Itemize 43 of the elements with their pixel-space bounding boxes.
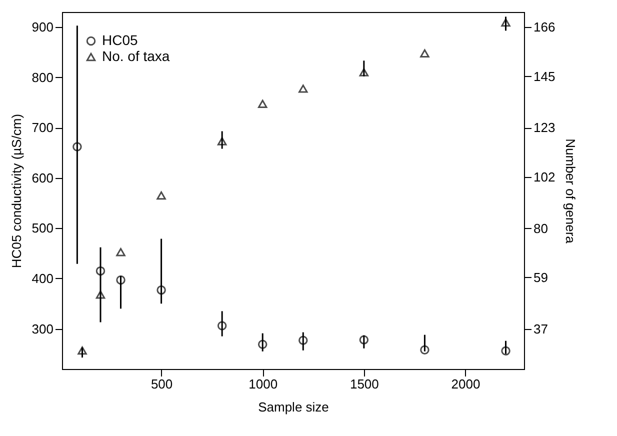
point [258, 340, 268, 349]
x-tick-label: 1500 [350, 376, 379, 392]
y2-tick-label: 59 [534, 270, 548, 285]
point [96, 266, 106, 276]
point [420, 49, 430, 58]
y-tick-label: 500 [32, 220, 54, 236]
point [501, 346, 510, 356]
x-tick-label: 2000 [451, 376, 480, 392]
point [78, 346, 87, 355]
y-tick-label: 400 [32, 270, 54, 286]
y2-axis-title: Number of genera [563, 138, 578, 244]
y2-tick-label: 166 [534, 20, 556, 35]
point [420, 345, 430, 355]
x-axis-title: Sample size [258, 400, 329, 414]
x-tick-label: 1000 [248, 376, 278, 392]
point [217, 137, 227, 146]
point [116, 275, 126, 285]
y-tick-label: 800 [32, 70, 54, 85]
point [298, 84, 308, 93]
point [116, 248, 126, 256]
y2-tick-label: 145 [534, 68, 556, 84]
point [156, 191, 166, 200]
point [359, 68, 369, 76]
y2-tick-label: 80 [534, 220, 548, 236]
point [217, 321, 227, 330]
y-tick-label: 700 [32, 120, 54, 136]
legend-label: No. of taxa [102, 48, 170, 64]
y-tick-label: 300 [32, 321, 54, 336]
point [359, 335, 369, 344]
y-axis-title: HC05 conductivity (µS/cm) [8, 114, 24, 268]
point [72, 142, 82, 152]
y-tick-label: 600 [32, 170, 54, 186]
x-tick-label: 500 [150, 376, 173, 392]
point [501, 18, 510, 27]
y2-tick-label: 37 [534, 321, 548, 336]
point [156, 285, 166, 295]
y-tick-label: 900 [32, 20, 54, 35]
y2-tick-label: 102 [534, 169, 556, 184]
y2-tick-label: 123 [534, 120, 556, 136]
legend-label: HC05 [102, 32, 138, 48]
point [298, 336, 308, 345]
point [96, 290, 106, 299]
point [258, 100, 268, 108]
